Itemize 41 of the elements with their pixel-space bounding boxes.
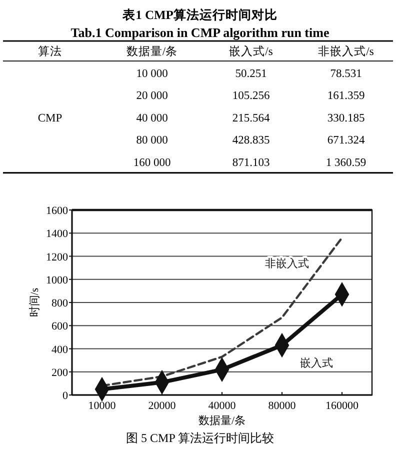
y-tick-label: 1000	[46, 274, 68, 286]
text: 40 000	[136, 112, 168, 124]
text: 嵌入式/s	[229, 44, 274, 58]
x-tick-label: 20000	[148, 400, 176, 412]
text: 78.531	[330, 68, 362, 80]
text: 871.103	[232, 156, 270, 169]
text: 非嵌入式/s	[318, 44, 374, 58]
text: 表1 CMP算法运行时间对比	[122, 7, 278, 22]
y-tick-label: 800	[52, 298, 68, 310]
text: 算法	[38, 45, 62, 58]
y-axis-title: 时间/s	[28, 288, 41, 318]
y-tick-label: 600	[52, 320, 68, 333]
series-label: 嵌入式	[300, 356, 333, 370]
text: 数据量/条	[126, 45, 178, 58]
series-label: 非嵌入式	[265, 256, 309, 270]
text: 20 000	[136, 90, 168, 102]
text: 160 000	[133, 156, 171, 169]
text: 428.835	[232, 134, 270, 147]
text: 671.324	[327, 134, 365, 147]
text: 330.185	[327, 112, 365, 124]
x-axis-title: 数据量/条	[198, 415, 246, 427]
text: CMP	[38, 112, 62, 124]
text: 50.251	[235, 68, 268, 80]
text: 80 000	[136, 134, 168, 147]
y-tick-label: 1200	[46, 251, 68, 264]
text: Tab.1 Comparison in CMP algorithm run time	[70, 25, 330, 40]
x-tick-label: 40000	[208, 400, 236, 412]
text: 1 360.59	[326, 156, 366, 169]
y-tick-label: 0	[62, 390, 68, 402]
y-tick-label: 200	[52, 366, 68, 379]
x-tick-label: 160000	[326, 400, 359, 412]
text: 10 000	[136, 68, 168, 80]
y-tick-label: 1600	[46, 205, 68, 217]
y-tick-label: 1400	[46, 228, 68, 240]
text: 105.256	[232, 90, 270, 102]
y-tick-label: 400	[52, 344, 68, 356]
caption: 图 5 CMP 算法运行时间比较	[126, 431, 274, 445]
text: 215.564	[232, 112, 270, 124]
x-tick-label: 10000	[88, 400, 116, 412]
text: 161.359	[327, 90, 365, 102]
x-tick-label: 80000	[268, 400, 296, 412]
